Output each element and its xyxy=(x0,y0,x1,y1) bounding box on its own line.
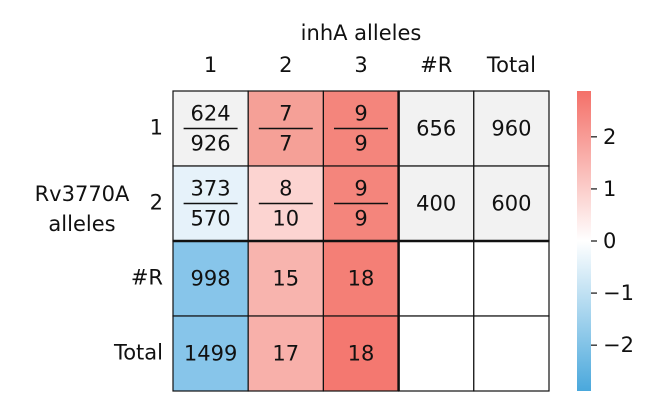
cell-value: 600 xyxy=(491,192,531,216)
row-title: alleles xyxy=(48,212,115,236)
row-label: Total xyxy=(113,341,163,365)
denominator: 7 xyxy=(279,132,292,156)
cell-value: 960 xyxy=(491,117,531,141)
colorbar-tick-label: 1 xyxy=(603,177,616,201)
cell xyxy=(398,315,475,392)
cell xyxy=(473,315,550,392)
column-label: 1 xyxy=(204,53,217,77)
row-label: #R xyxy=(131,266,163,290)
cell xyxy=(473,165,550,242)
denominator: 9 xyxy=(354,207,367,231)
row-title: Rv3770A xyxy=(35,182,130,206)
numerator: 9 xyxy=(354,102,367,126)
column-label: 3 xyxy=(354,53,367,77)
cell-value: 656 xyxy=(416,117,456,141)
cell xyxy=(172,240,249,317)
column-label: Total xyxy=(486,53,536,77)
denominator: 10 xyxy=(272,207,299,231)
cell-value: 18 xyxy=(348,267,375,291)
cell xyxy=(247,240,324,317)
numerator: 373 xyxy=(191,177,231,201)
colorbar-tick-label: 0 xyxy=(603,229,616,253)
column-label: #R xyxy=(420,53,452,77)
denominator: 570 xyxy=(191,207,231,231)
column-label: 2 xyxy=(279,53,292,77)
numerator: 624 xyxy=(191,102,231,126)
colorbar xyxy=(577,91,591,391)
colorbar-tick-label: −1 xyxy=(603,281,634,305)
cell xyxy=(398,240,475,317)
cell xyxy=(473,240,550,317)
colorbar-tick-label: −2 xyxy=(603,333,634,357)
column-title: inhA alleles xyxy=(301,21,422,45)
cell-value: 17 xyxy=(272,342,299,366)
colorbar-tick-label: 2 xyxy=(603,125,616,149)
cell-value: 998 xyxy=(191,267,231,291)
row-label: 2 xyxy=(150,191,163,215)
cell xyxy=(172,315,249,392)
numerator: 9 xyxy=(354,177,367,201)
numerator: 8 xyxy=(279,177,292,201)
cell-value: 400 xyxy=(416,192,456,216)
numerator: 7 xyxy=(279,102,292,126)
cell-value: 1499 xyxy=(184,342,237,366)
denominator: 926 xyxy=(191,132,231,156)
cell xyxy=(322,240,400,317)
denominator: 9 xyxy=(354,132,367,156)
row-label: 1 xyxy=(150,116,163,140)
cell-value: 18 xyxy=(348,342,375,366)
cell-value: 15 xyxy=(272,267,299,291)
